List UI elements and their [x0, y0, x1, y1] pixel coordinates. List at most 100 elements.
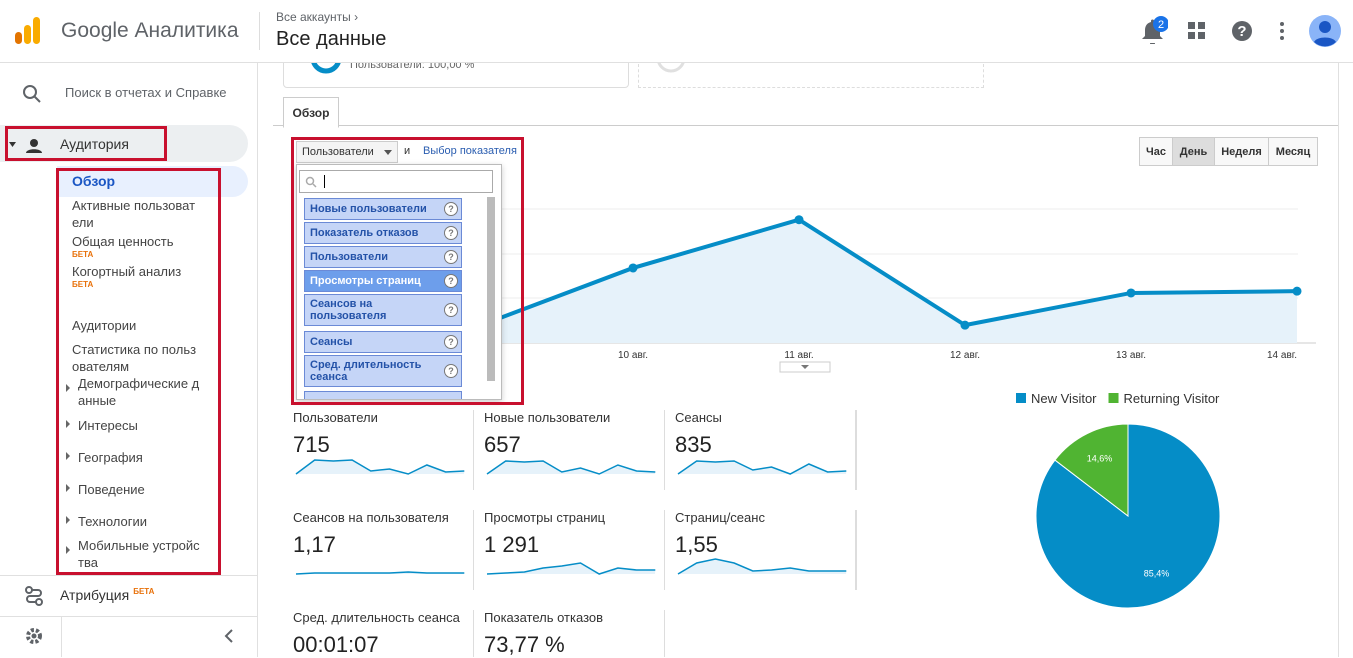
section-label[interactable]: Аудитория [60, 136, 129, 152]
breadcrumb-text[interactable]: Все аккаунты [276, 10, 351, 24]
svg-text:?: ? [1237, 23, 1246, 40]
menu-label[interactable]: Интересы [78, 418, 138, 433]
expand-arrow [66, 420, 70, 428]
option-label[interactable]: Сеансов на пользователя [310, 298, 387, 322]
menu-item[interactable]: Демографические данные [78, 375, 202, 409]
metric-option-partial[interactable] [304, 391, 462, 399]
attribution-label[interactable]: Атрибуция [60, 587, 130, 603]
apps[interactable] [1188, 22, 1206, 40]
metric-value: 1 291 [484, 532, 540, 557]
view-title[interactable]: Все данные [276, 28, 387, 50]
top-bar: Google Аналитика Все аккаунты › Все данн… [0, 0, 1353, 63]
metric-label: Страниц/сеанс [675, 510, 765, 525]
menu-label[interactable]: Обзор [72, 173, 116, 189]
menu-item[interactable]: Активные пользователи [72, 197, 202, 231]
product-name: Google Аналитика [61, 19, 239, 42]
menu-item[interactable]: Общая ценность БЕТА [72, 233, 202, 259]
attribution[interactable]: Атрибуция БЕТА [60, 587, 154, 603]
beta-badge: БЕТА [133, 587, 155, 597]
option-label[interactable]: Сред. длительность сеанса [310, 359, 422, 383]
sparkline-area [296, 460, 465, 474]
x-tick-label: 11 авг. [784, 350, 813, 361]
menu-label[interactable]: Демографические данные [78, 376, 200, 408]
help-icon[interactable]: ? [444, 226, 458, 240]
notifications[interactable]: 2 [1138, 14, 1168, 44]
x-tick-label: 12 авг. [950, 350, 980, 361]
metric-name[interactable]: Пользователи [302, 146, 374, 158]
help-icon[interactable]: ? [444, 303, 458, 317]
menu-item[interactable]: Аудитории [72, 317, 202, 334]
period-button[interactable]: Час [1139, 137, 1173, 166]
scrollbar[interactable] [487, 197, 495, 381]
divider [259, 12, 260, 50]
tab[interactable]: Обзор [283, 97, 339, 128]
metric-option[interactable]: Сеансы? [304, 331, 462, 353]
period-button[interactable]: День [1172, 137, 1215, 166]
option-label[interactable]: Показатель отказов [310, 227, 419, 239]
option-label[interactable]: Пользователи [310, 251, 389, 263]
help-icon[interactable]: ? [444, 250, 458, 264]
menu-item[interactable]: Технологии [78, 513, 202, 530]
menu-label[interactable]: Когортный анализ [72, 264, 182, 279]
area [467, 219, 1297, 343]
metric-pick[interactable]: Выбор показателя [423, 145, 517, 157]
breadcrumb[interactable]: Все аккаунты › [276, 10, 359, 24]
beta-badge: БЕТА [72, 250, 94, 259]
metric-value: 715 [293, 432, 330, 457]
x-tick-label: 13 авг. [1116, 350, 1146, 361]
help-icon[interactable]: ? [444, 335, 458, 349]
menu-label[interactable]: География [78, 450, 143, 465]
collapse[interactable] [223, 629, 235, 643]
legend-swatch [1016, 393, 1026, 403]
metric-value: 657 [484, 432, 521, 457]
menu-label[interactable]: Технологии [78, 514, 148, 529]
line [466, 217, 1298, 333]
menu-item[interactable]: Мобильные устройства [78, 537, 202, 571]
help-icon[interactable]: ? [444, 364, 458, 378]
menu-label[interactable]: Статистика по пользователям [72, 342, 197, 374]
section-row[interactable] [0, 125, 248, 162]
metric-dropdown[interactable]: Пользователи [296, 141, 398, 163]
menu-item[interactable]: Поведение [78, 481, 202, 498]
more[interactable] [1278, 21, 1286, 41]
menu-item[interactable]: География [78, 449, 202, 466]
metric-option[interactable]: Новые пользователи? [304, 198, 462, 220]
help-icon[interactable]: ? [444, 202, 458, 216]
menu-item[interactable]: Статистика по пользователям [72, 341, 202, 375]
metric-option[interactable]: Сред. длительность сеанса? [304, 355, 462, 387]
sparkline-area [487, 461, 656, 474]
tab-line [273, 125, 1338, 126]
point [960, 320, 970, 330]
expand-arrow [66, 516, 70, 524]
metric-divider [664, 410, 665, 490]
menu-item[interactable]: Интересы [78, 417, 202, 434]
main: Пользователи: 100,00 % Обзор [258, 63, 1339, 657]
metric-option[interactable]: Сеансов на пользователя? [304, 294, 462, 326]
sparkline-area [678, 461, 847, 474]
help[interactable]: ? [1231, 20, 1253, 42]
option-label[interactable]: Новые пользователи [310, 203, 427, 215]
menu-label[interactable]: Активные пользователи [72, 198, 196, 230]
menu-item[interactable]: Обзор [72, 173, 202, 190]
period-button[interactable]: Месяц [1268, 137, 1318, 166]
metric-search[interactable] [299, 170, 493, 193]
search-input[interactable]: Поиск в отчетах и Справке [65, 85, 227, 100]
menu-label[interactable]: Аудитории [72, 318, 137, 333]
metric-option[interactable]: Показатель отказов? [304, 222, 462, 244]
option-label[interactable]: Сеансы [310, 336, 353, 348]
menu-label[interactable]: Поведение [78, 482, 145, 497]
point [794, 215, 804, 225]
menu-label[interactable]: Общая ценность [72, 234, 174, 249]
menu-item[interactable]: Когортный анализ БЕТА [72, 263, 202, 289]
help-icon[interactable]: ? [444, 274, 458, 288]
point [1292, 286, 1302, 296]
sparkline [295, 571, 465, 575]
period-button[interactable]: Неделя [1214, 137, 1269, 166]
option-label[interactable]: Просмотры страниц [310, 275, 421, 287]
metric-divider [473, 610, 474, 657]
avatar[interactable] [1309, 15, 1341, 47]
metric-option[interactable]: Просмотры страниц? [304, 270, 462, 292]
menu-label[interactable]: Мобильные устройства [78, 538, 200, 570]
metric-option[interactable]: Пользователи? [304, 246, 462, 268]
settings[interactable] [25, 627, 43, 645]
